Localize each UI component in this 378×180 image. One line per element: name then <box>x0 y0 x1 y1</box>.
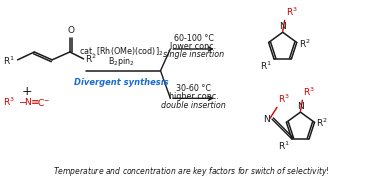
Text: R$^{3}$: R$^{3}$ <box>304 86 315 98</box>
Text: lower conc.: lower conc. <box>170 42 217 51</box>
Text: O: O <box>67 26 74 35</box>
Text: N: N <box>279 22 286 31</box>
Text: R$^{3}$: R$^{3}$ <box>3 96 15 109</box>
Text: $\it{Temperature\ and\ concentration\ are\ key\ factors\ for\ switch\ of\ select: $\it{Temperature\ and\ concentration\ ar… <box>53 165 329 178</box>
Text: $-$: $-$ <box>18 96 27 106</box>
Text: R$^{2}$: R$^{2}$ <box>316 116 328 129</box>
Text: Divergent synthesis: Divergent synthesis <box>74 78 168 87</box>
Text: single insertion: single insertion <box>163 50 224 59</box>
Text: $\!\equiv\!$: $\!\equiv\!$ <box>30 96 40 106</box>
Text: +: + <box>21 85 32 98</box>
Text: B$_{2}$pin$_{2}$: B$_{2}$pin$_{2}$ <box>108 55 135 68</box>
Text: cat. [Rh(OMe)(cod)]$_{2}$: cat. [Rh(OMe)(cod)]$_{2}$ <box>79 46 163 58</box>
Text: R$^{1}$: R$^{1}$ <box>278 140 290 152</box>
Text: R$^{3}$: R$^{3}$ <box>278 93 290 105</box>
Text: higher conc.: higher conc. <box>169 92 218 101</box>
Text: N: N <box>263 115 270 124</box>
Text: 60-100 °C: 60-100 °C <box>174 34 214 43</box>
Text: C$^{-}$: C$^{-}$ <box>37 97 50 108</box>
Text: R$^{3}$: R$^{3}$ <box>286 6 297 18</box>
Text: R$^{1}$: R$^{1}$ <box>260 60 272 72</box>
Text: 30-60 °C: 30-60 °C <box>176 84 211 93</box>
Text: R$^{2}$: R$^{2}$ <box>85 53 96 65</box>
Text: N: N <box>297 102 304 111</box>
Text: N: N <box>25 98 31 107</box>
Text: R$^{1}$: R$^{1}$ <box>3 55 15 67</box>
Text: double insertion: double insertion <box>161 101 226 110</box>
Text: R$^{2}$: R$^{2}$ <box>299 37 310 50</box>
